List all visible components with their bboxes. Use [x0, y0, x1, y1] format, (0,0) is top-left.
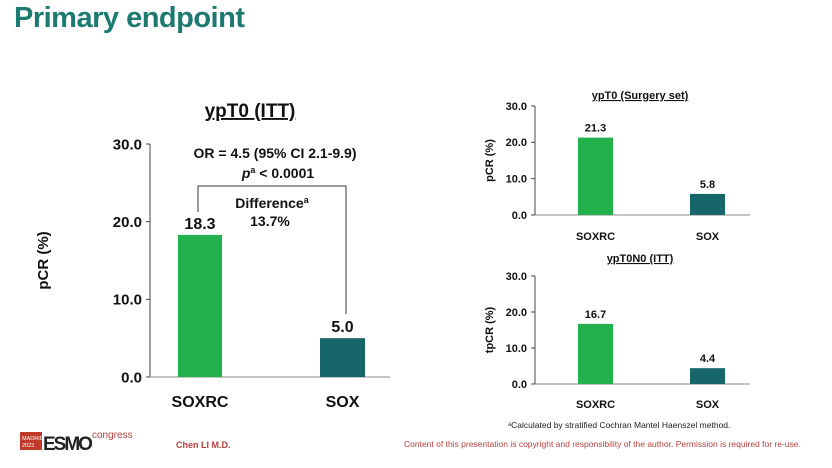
bar-sox: [690, 193, 725, 215]
bar-soxrc: [578, 323, 613, 384]
data-label: 18.3: [184, 216, 215, 233]
esmo-logo: MADRID 2023 ESMO congress: [20, 430, 133, 452]
svg-text:MADRID: MADRID: [22, 436, 44, 442]
data-label: 4.4: [700, 353, 716, 365]
svg-text:2023: 2023: [22, 443, 34, 449]
data-label: 5.0: [331, 319, 353, 336]
footnote: ᵃCalculated by stratified Cochran Mantel…: [508, 420, 731, 430]
data-label: 21.3: [585, 123, 606, 135]
author: Chen LI M.D.: [176, 440, 231, 450]
y-tick-label: 30.0: [113, 136, 142, 153]
y-tick-label: 30.0: [506, 271, 527, 283]
y-tick-label: 30.0: [506, 101, 527, 113]
data-label: 5.8: [700, 179, 715, 191]
category-label: SOXRC: [576, 399, 615, 411]
chart-title: ypT0 (Surgery set): [592, 90, 689, 102]
y-tick-label: 20.0: [506, 137, 527, 149]
odds-ratio: OR = 4.5 (95% CI 2.1-9.9): [193, 145, 356, 161]
category-label: SOX: [696, 231, 720, 243]
slide-title: Primary endpoint: [14, 2, 245, 34]
category-label: SOXRC: [172, 394, 229, 411]
y-tick-label: 0.0: [121, 369, 142, 386]
y-tick-label: 10.0: [506, 174, 527, 186]
difference-value: 13.7%: [250, 213, 290, 229]
y-tick-label: 20.0: [113, 214, 142, 231]
difference-bracket: [197, 185, 347, 314]
y-axis-label: pCR (%): [484, 139, 496, 182]
p-value: pa < 0.0001: [241, 165, 315, 181]
bar-soxrc: [578, 137, 613, 215]
y-tick-label: 0.0: [512, 379, 527, 391]
svg-text:congress: congress: [92, 430, 133, 441]
y-tick-label: 20.0: [506, 307, 527, 319]
svg-text:ESMO: ESMO: [43, 434, 92, 452]
data-label: 16.7: [585, 309, 606, 321]
bar-sox: [690, 368, 725, 384]
chart-title: ypT0N0 (ITT): [607, 253, 674, 265]
category-label: SOXRC: [576, 231, 615, 243]
difference-label: Differencea: [235, 195, 309, 211]
copyright-notice: Content of this presentation is copyrigh…: [404, 439, 801, 449]
y-tick-label: 10.0: [113, 292, 142, 309]
bar-soxrc: [178, 234, 222, 377]
bar-sox: [320, 338, 365, 377]
y-tick-label: 0.0: [512, 210, 527, 222]
category-label: SOX: [326, 394, 360, 411]
y-tick-label: 10.0: [506, 343, 527, 355]
category-label: SOX: [696, 399, 720, 411]
y-axis-label: pCR (%): [35, 231, 52, 289]
y-axis-label: tpCR (%): [484, 306, 496, 353]
chart-title: ypT0 (ITT): [205, 101, 296, 122]
